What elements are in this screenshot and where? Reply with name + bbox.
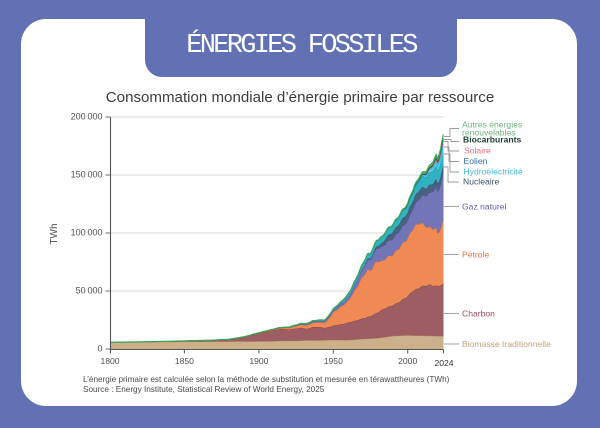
svg-text:Pétrole: Pétrole [462,249,489,259]
svg-text:Biomasse traditionnelle: Biomasse traditionnelle [462,339,551,349]
svg-text:100 000: 100 000 [71,228,103,238]
svg-text:1800: 1800 [100,356,119,366]
svg-text:renouvelables: renouvelables [462,127,516,137]
svg-text:1950: 1950 [324,356,343,366]
svg-text:TWh: TWh [49,223,60,244]
svg-text:Charbon: Charbon [462,308,495,318]
svg-text:50 000: 50 000 [76,286,103,296]
svg-text:200 000: 200 000 [71,112,103,122]
svg-text:Biocarburants: Biocarburants [463,135,521,145]
svg-text:Autres énergies: Autres énergies [462,120,522,130]
svg-text:Gaz naturel: Gaz naturel [462,201,507,211]
svg-text:0: 0 [97,344,102,354]
svg-text:Hydroélectricité: Hydroélectricité [464,166,523,176]
svg-text:Eolien: Eolien [464,156,488,166]
svg-text:1900: 1900 [249,356,268,366]
svg-text:2024: 2024 [434,358,453,368]
svg-text:2000: 2000 [398,356,417,366]
svg-text:Nucleaire: Nucleaire [463,177,500,187]
svg-text:Solaire: Solaire [464,146,491,156]
svg-text:150 000: 150 000 [71,170,103,180]
svg-text:1850: 1850 [175,356,194,366]
